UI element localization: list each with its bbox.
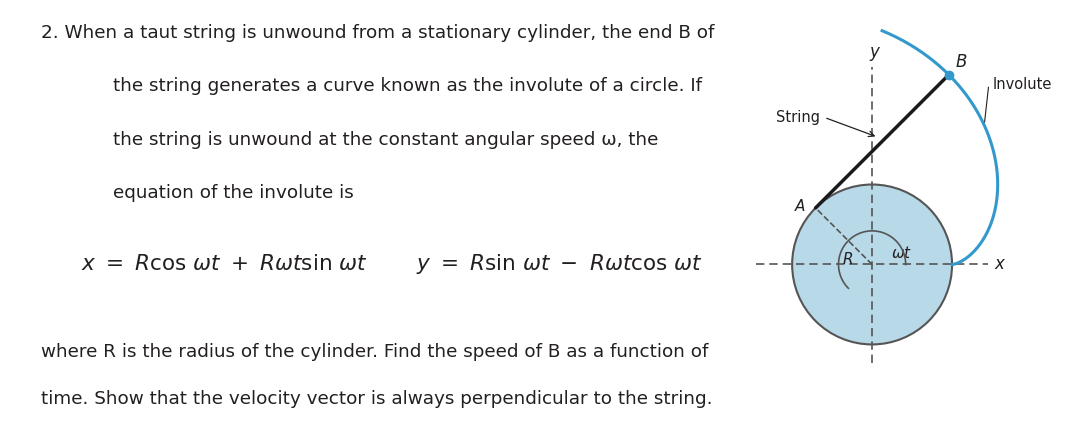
Text: $y \ = \ R\sin\,\omega t \ - \ R\omega t\cos\,\omega t$: $y \ = \ R\sin\,\omega t \ - \ R\omega t… <box>416 252 703 276</box>
Text: $A$: $A$ <box>794 198 806 214</box>
Text: where R is the radius of the cylinder. Find the speed of B as a function of: where R is the radius of the cylinder. F… <box>41 343 708 361</box>
Text: Involute: Involute <box>993 77 1052 92</box>
Text: 2. When a taut string is unwound from a stationary cylinder, the end B of: 2. When a taut string is unwound from a … <box>41 24 714 42</box>
Text: $x \ = \ R\cos\,\omega t \ + \ R\omega t\sin\,\omega t$: $x \ = \ R\cos\,\omega t \ + \ R\omega t… <box>81 254 368 274</box>
Text: String: String <box>777 110 820 125</box>
Text: time. Show that the velocity vector is always perpendicular to the string.: time. Show that the velocity vector is a… <box>41 390 713 408</box>
Text: equation of the involute is: equation of the involute is <box>113 184 354 202</box>
Text: the string is unwound at the constant angular speed ω, the: the string is unwound at the constant an… <box>113 131 659 149</box>
Circle shape <box>792 184 953 344</box>
Text: $x$: $x$ <box>995 256 1007 273</box>
Text: $\omega t$: $\omega t$ <box>891 245 912 261</box>
Text: $R$: $R$ <box>842 251 853 266</box>
Text: $B$: $B$ <box>955 53 968 71</box>
Text: the string generates a curve known as the involute of a circle. If: the string generates a curve known as th… <box>113 77 702 95</box>
Text: $y$: $y$ <box>869 45 881 63</box>
